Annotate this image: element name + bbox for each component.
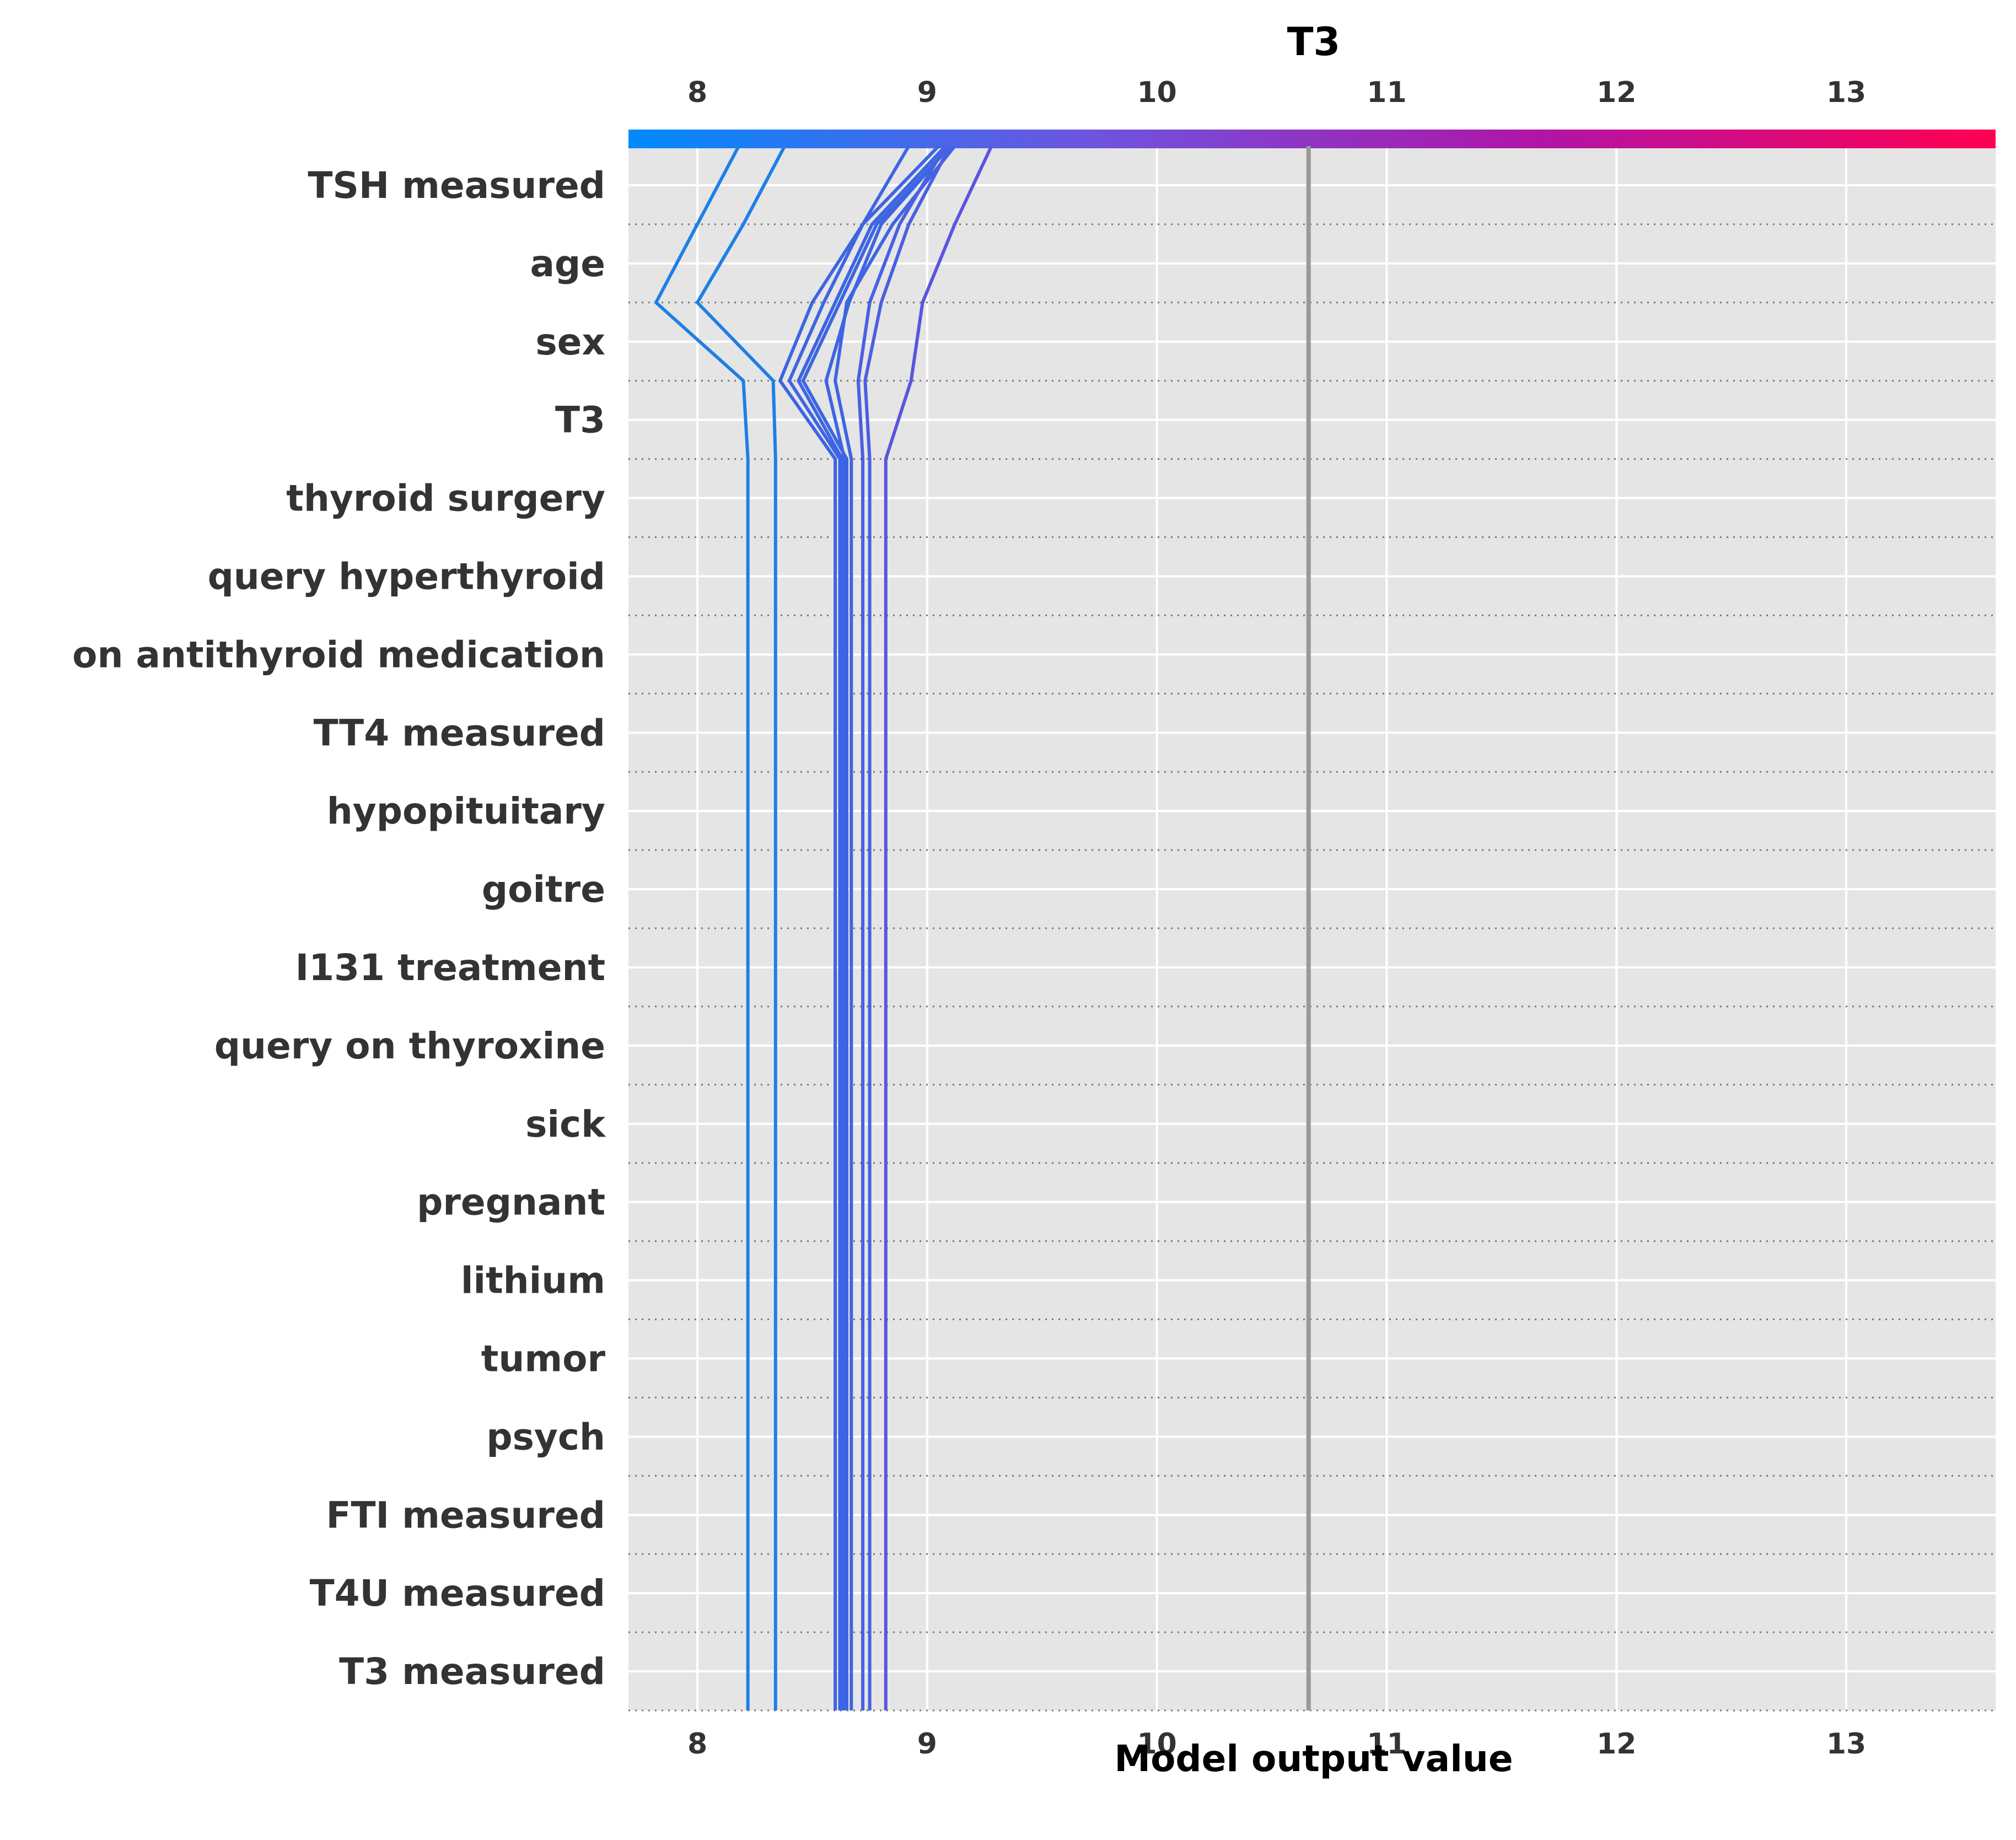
feature-label: sick (525, 1103, 606, 1145)
feature-label: hypopituitary (327, 790, 605, 832)
bottom-tick-label: 8 (687, 1728, 707, 1761)
bottom-tick-label: 13 (1826, 1728, 1866, 1761)
series-line (856, 145, 947, 1710)
bottom-tick-label: 12 (1596, 1728, 1636, 1761)
feature-label: goitre (482, 868, 605, 911)
feature-label: query on thyroxine (214, 1025, 605, 1067)
series-line (797, 144, 947, 1710)
series-line (778, 145, 911, 1710)
bottom-tick-label: 9 (917, 1728, 937, 1761)
feature-label: query hyperthyroid (208, 555, 605, 598)
feature-label: on antithyroid medication (72, 633, 605, 676)
feature-label: FTI measured (326, 1494, 605, 1536)
feature-label: thyroid surgery (286, 477, 605, 520)
top-tick-label: 13 (1826, 76, 1866, 109)
series-lines (654, 144, 993, 1710)
feature-label: sex (535, 321, 605, 363)
series-line (824, 145, 951, 1710)
top-tick-label: 10 (1137, 76, 1176, 109)
grid (628, 146, 1996, 1712)
feature-label: psych (486, 1416, 605, 1458)
colorbar (628, 130, 1996, 148)
x-ticks: 8 8 9 9 10 10 11 11 12 12 13 13 (687, 76, 1866, 1761)
top-tick-label: 11 (1367, 76, 1406, 109)
feature-label: TT4 measured (314, 712, 605, 754)
bottom-tick-label: 10 (1137, 1728, 1176, 1761)
series-line (695, 145, 787, 1710)
series-line (801, 144, 951, 1710)
feature-label: T3 (555, 399, 605, 442)
series-line (654, 145, 750, 1710)
chart-title: T3 (1287, 19, 1340, 64)
series-line (787, 144, 940, 1710)
feature-label: age (530, 243, 605, 285)
bottom-tick-label: 11 (1367, 1728, 1406, 1761)
feature-label: lithium (461, 1260, 605, 1302)
feature-label: tumor (481, 1337, 606, 1380)
series-line (863, 145, 952, 1710)
top-tick-label: 8 (687, 76, 707, 109)
feature-label: I131 treatment (295, 946, 605, 989)
top-tick-label: 12 (1596, 76, 1636, 109)
series-line (834, 145, 956, 1710)
feature-label: TSH measured (308, 164, 605, 207)
top-tick-label: 9 (917, 76, 937, 109)
series-line (884, 145, 993, 1710)
feature-label: T4U measured (310, 1572, 605, 1615)
feature-label: T3 measured (339, 1650, 605, 1693)
feature-labels: TSH measured age sex T3 thyroid surgery query… (72, 164, 606, 1693)
x-axis-label: Model output value (1114, 1737, 1513, 1780)
feature-label: pregnant (417, 1181, 605, 1224)
